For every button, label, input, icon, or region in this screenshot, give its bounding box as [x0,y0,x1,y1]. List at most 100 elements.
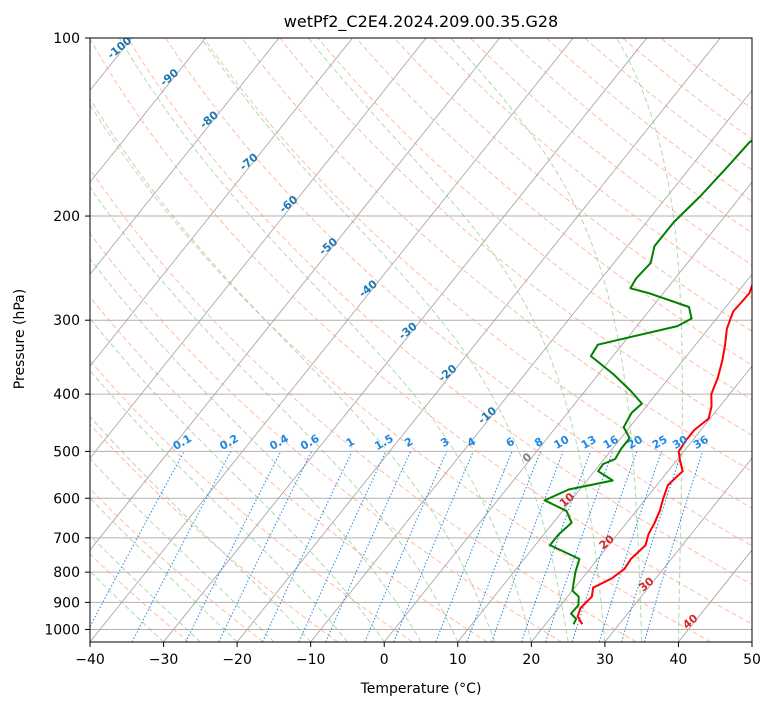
moist-adiabat-line [308,38,606,642]
moist-adiabat-line [90,186,459,642]
axes: −40 −30 −20 −10 0 10 20 30 40 5010020030040050060… [44,31,761,668]
y-tick-label: 400 [53,387,80,403]
x-tick-label: 50 [743,652,761,668]
mixing-ratio-line [643,451,704,642]
isotherm-line [383,181,752,642]
plot-frame [89,37,753,643]
dry-adiabat-line [90,103,712,642]
dry-adiabat-line [90,423,339,642]
dry-adiabat-line [165,38,752,547]
isotherm-line [90,38,280,275]
x-axis-label: Temperature (°C) [360,681,482,697]
isotherm-line [0,38,58,642]
moist-adiabat-line [90,458,275,642]
mixing-ratio-line [621,451,683,642]
y-tick-label: 200 [53,209,80,225]
mixing-ratio-line [218,451,313,642]
y-tick-label: 900 [53,595,80,611]
isotherm-label: 20 [597,532,617,552]
isotherm-line [604,457,752,642]
dry-adiabat-line [203,38,752,509]
dry-adiabat-line [546,38,752,202]
y-tick-label: 500 [53,444,80,460]
mixing-ratio-line [466,451,542,642]
moist-adiabat-line [90,497,238,642]
mixing-ratio-line [435,451,513,642]
x-tick-label: −30 [149,652,179,668]
mixing-ratio-line [364,451,448,642]
moist-adiabat-line [450,38,643,642]
moist-adiabat-line [90,257,422,642]
y-tick-label: 100 [53,31,80,47]
mixing-ratio-label: 3 [438,435,451,450]
mixing-ratio-label: 13 [579,433,599,452]
mixing-ratio-line [393,451,474,642]
moist-adiabat-line [90,369,348,642]
moist-adiabat-line [616,38,683,642]
isotherm-label: -20 [436,362,460,385]
y-tick-label: 700 [53,531,80,547]
dry-adiabat-line [90,488,264,642]
mixing-ratio-line [491,451,564,642]
x-tick-label: −20 [222,652,252,668]
isotherm-label: -80 [197,108,221,131]
moist-adiabat-line [90,534,201,642]
dry-adiabat-line [393,38,752,332]
y-tick-label: 1000 [44,622,80,638]
mixing-ratio-label: 25 [650,433,670,452]
mixing-ratio-label: 10 [552,433,572,452]
x-tick-label: 20 [522,652,540,668]
x-tick-label: 10 [449,652,467,668]
dry-adiabat-line [622,38,752,140]
mixing-ratio-line [598,451,662,642]
isotherm-label: -60 [277,193,301,216]
sounding-line [543,139,752,625]
dry-adiabat-line [470,38,752,266]
moist-adiabat-line [90,98,496,642]
mixing-ratio-label: 4 [465,435,478,450]
mixing-ratio-line [545,451,614,642]
dry-adiabat-line [279,38,752,436]
y-axis-label: Pressure (hPa) [12,289,28,389]
x-tick-label: −40 [75,652,105,668]
isotherm-line [310,89,752,642]
isotherm-label: -70 [237,150,261,173]
mixing-ratio-line [298,451,387,642]
sounding-series [543,139,752,625]
isotherm-line [90,38,353,367]
mixing-ratio-label: 0.2 [217,432,240,453]
x-tick-label: 0 [380,652,389,668]
reference-lines [0,38,752,642]
isotherm-label: -10 [476,404,500,427]
moist-adiabat-line [200,38,569,642]
isotherm-label: 40 [680,611,700,631]
sounding-line [576,282,752,625]
x-tick-label: 30 [596,652,614,668]
isotherm-label: -30 [396,319,420,342]
isotherm-line [90,38,574,642]
dry-adiabat-line [90,296,488,642]
dry-adiabat-line [317,38,752,401]
chart-title: wetPf2_C2E4.2024.209.00.35.G28 [284,12,558,32]
isotherm-line [90,38,500,551]
isotherm-label: -50 [317,235,341,258]
isotherm-line [90,38,206,183]
mixing-ratio-label: 2 [402,435,415,450]
mixing-ratio-line [262,451,353,642]
isotherm-line [457,273,752,642]
y-tick-label: 300 [53,313,80,329]
isotherm-label: -90 [158,66,182,89]
dry-adiabat-line [90,553,190,642]
mixing-ratio-line [185,451,282,642]
dry-adiabat-line [127,38,752,586]
dry-adiabat-line [90,232,562,642]
mixing-ratio-label: 30 [670,433,690,452]
y-tick-label: 600 [53,491,80,507]
mixing-ratio-label: 0.4 [267,432,291,453]
dry-adiabat-line [90,359,413,642]
x-tick-label: 40 [670,652,688,668]
in-plot-labels: 0.1 0.2 0.4 0.6 1 1.5 2 3 4 6 8 10 13 16 20 25 30 36-100-… [105,38,711,631]
isotherm-line [163,38,648,642]
dry-adiabat-line [508,38,752,234]
